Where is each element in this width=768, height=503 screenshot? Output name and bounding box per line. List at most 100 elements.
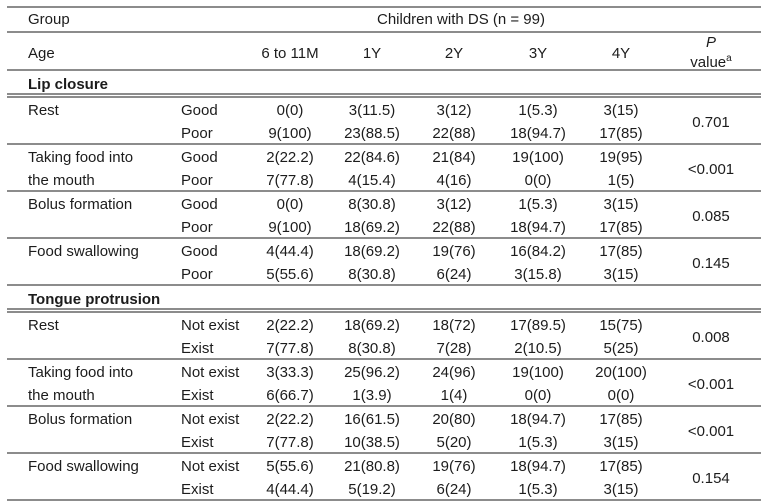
value-cell: 1(3.9) [352, 387, 392, 404]
value-cell: 19(95) [599, 149, 643, 166]
value-cell: 3(15) [603, 266, 639, 283]
value-cell: 7(28) [436, 340, 472, 357]
value-cell: 17(85) [599, 125, 643, 142]
p-value-cell: <0.001 [687, 422, 735, 440]
category-label: Exist [181, 434, 214, 451]
value-cell: 9(100) [268, 219, 312, 236]
value-cell: 24(96) [432, 364, 476, 381]
value-cell: 2(22.2) [266, 149, 314, 166]
value-cell: 3(33.3) [266, 364, 314, 381]
age-header-label: Age [28, 44, 55, 62]
row-label: Rest [28, 317, 59, 334]
row-label: Food swallowing [28, 458, 139, 475]
value-cell: 0(0) [276, 196, 304, 213]
category-label: Poor [181, 172, 213, 189]
p-value-superscript-a: a [726, 53, 732, 64]
section-header-tongue-protrusion: Tongue protrusion [7, 286, 761, 313]
category-label: Good [181, 149, 218, 166]
p-value-cell: 0.085 [692, 207, 730, 225]
value-cell: 1(5.3) [518, 434, 558, 451]
value-cell: 18(69.2) [344, 219, 400, 236]
category-label: Poor [181, 266, 213, 283]
value-cell: 18(94.7) [510, 458, 566, 475]
category-label: Exist [181, 481, 214, 498]
category-label: Poor [181, 125, 213, 142]
value-cell: 16(61.5) [344, 411, 400, 428]
category-label: Good [181, 196, 218, 213]
value-cell: 19(76) [432, 458, 476, 475]
value-cell: 19(100) [512, 149, 564, 166]
value-cell: 0(0) [524, 172, 552, 189]
value-cell: 3(15) [603, 102, 639, 119]
table-row-group: Taking food into the mouth Not exist 3(3… [7, 360, 761, 407]
category-label: Exist [181, 387, 214, 404]
group-header-label: Group [28, 11, 70, 28]
value-cell: 8(30.8) [348, 266, 396, 283]
value-cell: 1(5.3) [518, 481, 558, 498]
value-cell: 18(94.7) [510, 125, 566, 142]
p-value-word: value [690, 54, 727, 71]
value-cell: 23(88.5) [344, 125, 400, 142]
value-cell: 3(15) [603, 481, 639, 498]
value-cell: 5(55.6) [266, 458, 314, 475]
table-row-group: Bolus formation Good 0(0) 8(30.8) 3(12) … [7, 192, 761, 239]
value-cell: 19(100) [512, 364, 564, 381]
value-cell: 15(75) [599, 317, 643, 334]
value-cell: 0(0) [607, 387, 635, 404]
value-cell: 17(85) [599, 243, 643, 260]
value-cell: 16(84.2) [510, 243, 566, 260]
value-cell: 2(10.5) [514, 340, 562, 357]
value-cell: 6(66.7) [266, 387, 314, 404]
p-value-cell: 0.154 [692, 469, 730, 487]
value-cell: 2(22.2) [266, 317, 314, 334]
value-cell: 6(24) [436, 266, 472, 283]
category-label: Exist [181, 340, 214, 357]
value-cell: 8(30.8) [348, 340, 396, 357]
value-cell: 17(85) [599, 219, 643, 236]
value-cell: 5(25) [603, 340, 639, 357]
value-cell: 4(15.4) [348, 172, 396, 189]
table-row-group: Bolus formation Not exist 2(22.2) 16(61.… [7, 407, 761, 454]
value-cell: 21(80.8) [344, 458, 400, 475]
row-label: Rest [28, 102, 59, 119]
table-row-group: Rest Not exist 2(22.2) 18(69.2) 18(72) 1… [7, 313, 761, 360]
value-cell: 3(11.5) [348, 102, 396, 119]
value-cell: 20(100) [595, 364, 647, 381]
value-cell: 5(19.2) [348, 481, 396, 498]
value-cell: 18(94.7) [510, 411, 566, 428]
table-header-row-group: Group Children with DS (n = 99) [7, 6, 761, 33]
p-value-header-line1: P [705, 34, 716, 51]
row-label: Bolus formation [28, 411, 133, 428]
col-header-4y: 4Y [611, 44, 631, 62]
value-cell: 18(72) [432, 317, 476, 334]
value-cell: 5(55.6) [266, 266, 314, 283]
col-header-6to11m: 6 to 11M [261, 44, 319, 62]
value-cell: 6(24) [436, 481, 472, 498]
value-cell: 18(94.7) [510, 219, 566, 236]
category-label: Poor [181, 219, 213, 236]
p-value-cell: 0.701 [692, 113, 730, 131]
value-cell: 3(15.8) [514, 266, 562, 283]
value-cell: 5(20) [436, 434, 472, 451]
value-cell: 17(89.5) [510, 317, 566, 334]
value-cell: 10(38.5) [344, 434, 400, 451]
p-value-header-line2: valuea [661, 51, 761, 71]
value-cell: 1(5.3) [518, 196, 558, 213]
value-cell: 2(22.2) [266, 411, 314, 428]
value-cell: 17(85) [599, 458, 643, 475]
row-label: Food swallowing [28, 243, 139, 260]
table-header-row-age: Age 6 to 11M 1Y 2Y 3Y 4Y P valuea [7, 33, 761, 71]
value-cell: 0(0) [276, 102, 304, 119]
children-ds-span-label: Children with DS (n = 99) [377, 11, 545, 28]
value-cell: 22(84.6) [344, 149, 400, 166]
col-header-1y: 1Y [362, 44, 382, 62]
table-row-group: Food swallowing Good 4(44.4) 18(69.2) 19… [7, 239, 761, 286]
value-cell: 4(16) [436, 172, 472, 189]
table-row-group: Food swallowing Not exist 5(55.6) 21(80.… [7, 454, 761, 501]
value-cell: 18(69.2) [344, 317, 400, 334]
row-label: Bolus formation [28, 196, 133, 213]
value-cell: 3(15) [603, 434, 639, 451]
col-header-p-value: P valuea [661, 33, 761, 73]
p-value-cell: 0.145 [692, 254, 730, 272]
